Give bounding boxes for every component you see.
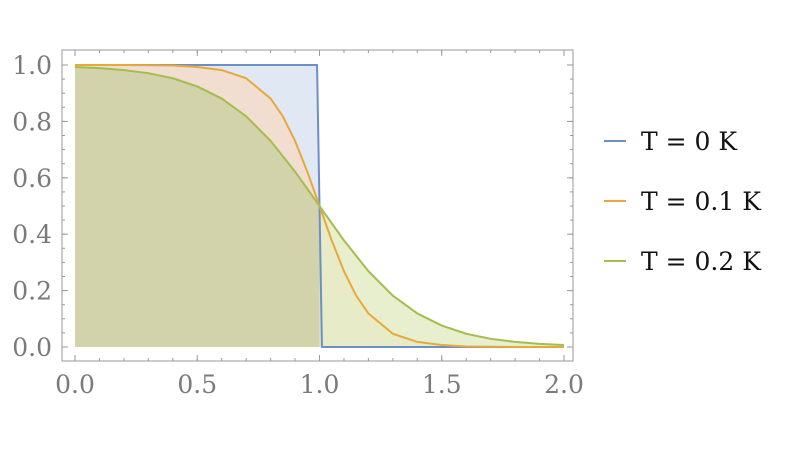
series-lines [74,64,565,348]
overlap-area [75,66,320,347]
legend: T = 0 K T = 0.1 K T = 0.2 K [604,127,762,276]
y-tick-label: 0.6 [12,164,52,193]
y-tick-label: 0.0 [12,333,52,362]
y-tick-label: 0.2 [12,277,52,306]
x-tick-label: 1.0 [300,370,340,399]
x-tick-label: 0.5 [177,370,217,399]
x-tick-label: 0.0 [55,370,95,399]
series-line-3 [74,65,565,347]
legend-label-1: T = 0 K [641,127,738,156]
y-tick-label: 0.8 [12,107,52,136]
legend-label-2: T = 0.1 K [641,187,762,216]
x-tick-label: 2.0 [544,370,584,399]
x-tick-label: 1.5 [422,370,462,399]
axis-ticks: 0.0 0.5 1.0 1.5 2.0 0.0 0.2 0.4 0.6 0.8 1.0 [12,50,584,399]
y-tick-label: 1.0 [12,51,52,80]
y-tick-label: 0.4 [12,220,52,249]
legend-label-3: T = 0.2 K [641,247,762,276]
